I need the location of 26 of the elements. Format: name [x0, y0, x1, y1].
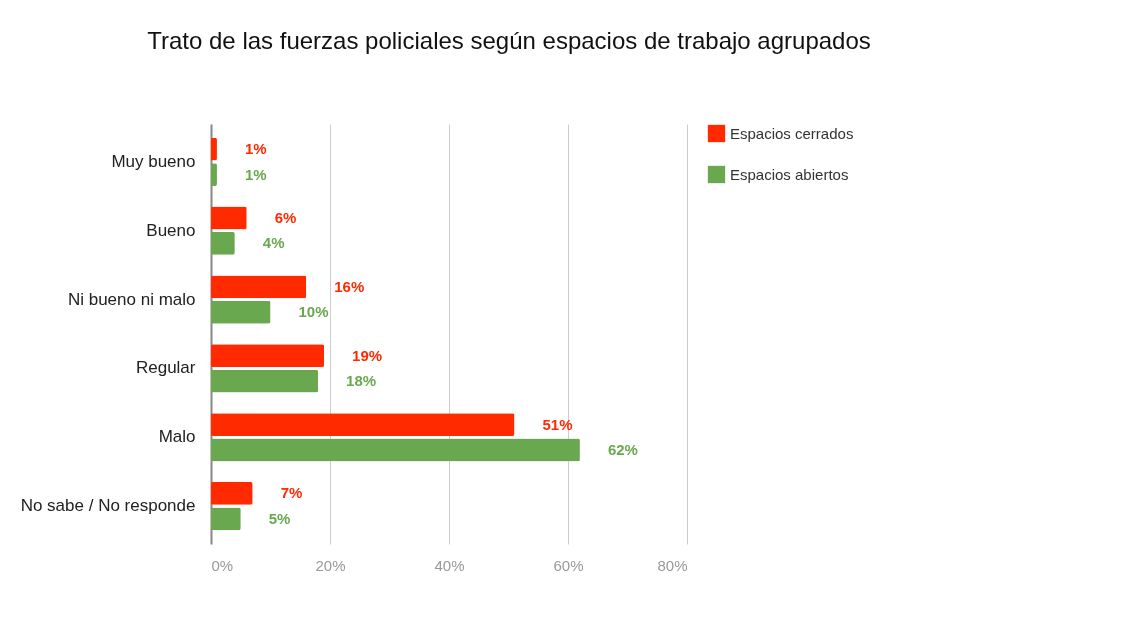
data-label: 62% [607, 440, 638, 458]
data-label: 51% [542, 415, 573, 433]
x-tick-label: 40% [434, 556, 465, 574]
data-label: 18% [346, 372, 377, 390]
legend-label: Espacios abiertos [730, 165, 849, 183]
data-label: 6% [274, 209, 297, 227]
x-tick-label: 60% [553, 556, 584, 574]
y-tick-label: No sabe / No responde [20, 496, 196, 516]
x-tick-label: 80% [657, 556, 688, 574]
data-label: 16% [334, 277, 365, 295]
data-label: 1% [244, 140, 267, 158]
y-tick-label: Malo [158, 427, 196, 447]
data-label: 5% [268, 509, 291, 527]
y-tick-label: Ni bueno ni malo [67, 289, 196, 309]
y-tick-label: Bueno [146, 220, 196, 240]
legend-label: Espacios cerrados [730, 124, 854, 142]
data-label: 19% [352, 346, 383, 364]
data-label: 7% [280, 484, 303, 502]
x-tick-label: 20% [315, 556, 346, 574]
y-tick-label: Muy bueno [111, 151, 196, 171]
chart-title: Trato de las fuerzas policiales según espacios de trabajo agrupados [147, 27, 871, 54]
x-tick-label: 0% [211, 556, 234, 574]
data-label: 4% [262, 234, 285, 252]
data-label: 10% [298, 303, 329, 321]
y-tick-label: Regular [135, 358, 196, 378]
data-label: 1% [244, 165, 267, 183]
